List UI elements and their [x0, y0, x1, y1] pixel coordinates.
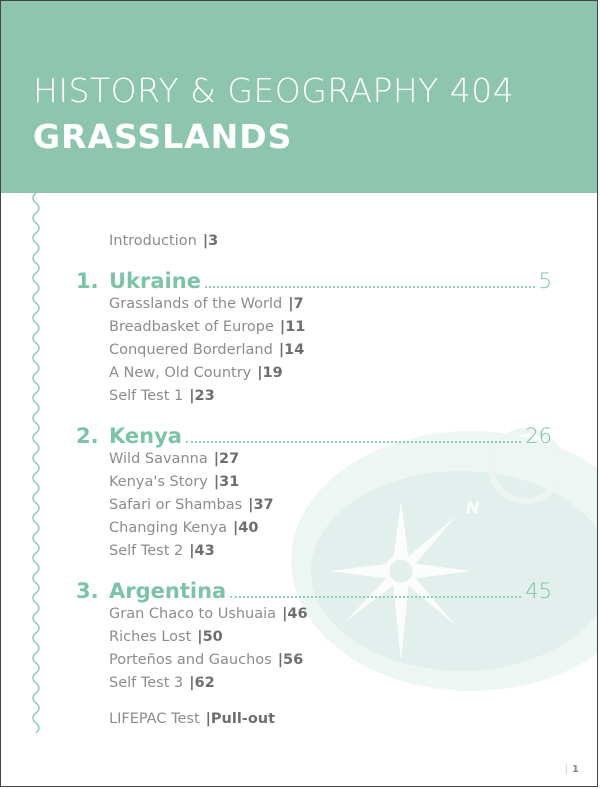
section-page: |43	[189, 543, 215, 559]
chapter-number: 3.	[76, 579, 99, 603]
section-label: Conquered Borderland	[109, 342, 273, 358]
section-label: A New, Old Country	[109, 365, 252, 381]
section-page: |3	[202, 233, 219, 249]
toc-section[interactable]: Conquered Borderland |14	[109, 342, 304, 358]
compass-letter: N	[466, 498, 480, 517]
toc-section[interactable]: Porteños and Gauchos |56	[109, 652, 303, 668]
section-label: Self Test 3	[109, 675, 184, 691]
section-label: Changing Kenya	[109, 520, 227, 536]
chapter-heading[interactable]: 1. Ukraine 5	[76, 269, 552, 299]
section-label: Riches Lost	[109, 629, 192, 645]
chapter-number: 2.	[76, 424, 99, 448]
dot-leader	[230, 595, 522, 598]
section-label: Wild Savanna	[109, 451, 208, 467]
section-page: |62	[189, 675, 215, 691]
chapter-page: 5	[538, 269, 552, 293]
toc-section[interactable]: Gran Chaco to Ushuaia |46	[109, 606, 308, 622]
header-banner: HISTORY & GEOGRAPHY 404 GRASSLANDS	[1, 1, 597, 193]
toc-section[interactable]: Grasslands of the World |7	[109, 296, 304, 312]
section-page: |40	[233, 520, 259, 536]
section-label: Breadbasket of Europe	[109, 319, 274, 335]
toc-section[interactable]: Self Test 3 |62	[109, 675, 215, 691]
chapter-title: Ukraine	[109, 269, 201, 293]
section-page: |46	[282, 606, 308, 622]
toc-section[interactable]: A New, Old Country |19	[109, 365, 283, 381]
section-label: Self Test 2	[109, 543, 184, 559]
section-label: Porteños and Gauchos	[109, 652, 272, 668]
dot-leader	[185, 440, 522, 443]
section-label: LIFEPAC Test	[109, 711, 200, 727]
compass-icon: N	[291, 428, 597, 691]
subject-title: HISTORY & GEOGRAPHY 404	[33, 71, 515, 110]
section-page: |7	[288, 296, 304, 312]
chapter-number: 1.	[76, 269, 99, 293]
unit-title: GRASSLANDS	[33, 117, 293, 156]
section-page: |23	[189, 388, 215, 404]
section-label: Self Test 1	[109, 388, 184, 404]
toc-section[interactable]: Changing Kenya |40	[109, 520, 258, 536]
section-label: Grasslands of the World	[109, 296, 283, 312]
toc-section[interactable]: Safari or Shambas |37	[109, 497, 274, 513]
chapter-heading[interactable]: 3. Argentina 45	[76, 579, 552, 609]
dot-leader	[204, 285, 535, 288]
toc-section[interactable]: Kenya's Story |31	[109, 474, 239, 490]
section-page: |19	[257, 365, 283, 381]
chapter-page: 45	[525, 579, 552, 603]
section-page: |Pull-out	[205, 711, 276, 727]
section-label: Introduction	[109, 233, 197, 249]
toc-section[interactable]: Self Test 1 |23	[109, 388, 215, 404]
section-label: Safari or Shambas	[109, 497, 243, 513]
section-label: Gran Chaco to Ushuaia	[109, 606, 277, 622]
toc-section[interactable]: Breadbasket of Europe |11	[109, 319, 305, 335]
page-number: | 1	[565, 764, 579, 775]
section-page: |31	[213, 474, 240, 490]
wavy-line-decoration	[32, 193, 40, 734]
section-page: |27	[213, 451, 240, 467]
toc-lifepac-test[interactable]: LIFEPAC Test |Pull-out	[109, 711, 275, 727]
chapter-title: Kenya	[109, 424, 182, 448]
chapter-title: Argentina	[109, 579, 227, 603]
section-label: Kenya's Story	[109, 474, 208, 490]
toc-introduction[interactable]: Introduction |3	[109, 233, 218, 249]
toc-section[interactable]: Riches Lost |50	[109, 629, 223, 645]
section-page: |56	[277, 652, 304, 668]
toc-section[interactable]: Wild Savanna |27	[109, 451, 239, 467]
folio-page: 1	[572, 764, 579, 775]
chapter-heading[interactable]: 2. Kenya 26	[76, 424, 552, 454]
section-page: |11	[279, 319, 306, 335]
section-page: |37	[248, 497, 274, 513]
section-page: |50	[197, 629, 223, 645]
folio-separator: |	[564, 764, 569, 775]
section-page: |14	[278, 342, 305, 358]
toc-section[interactable]: Self Test 2 |43	[109, 543, 215, 559]
chapter-page: 26	[525, 424, 552, 448]
